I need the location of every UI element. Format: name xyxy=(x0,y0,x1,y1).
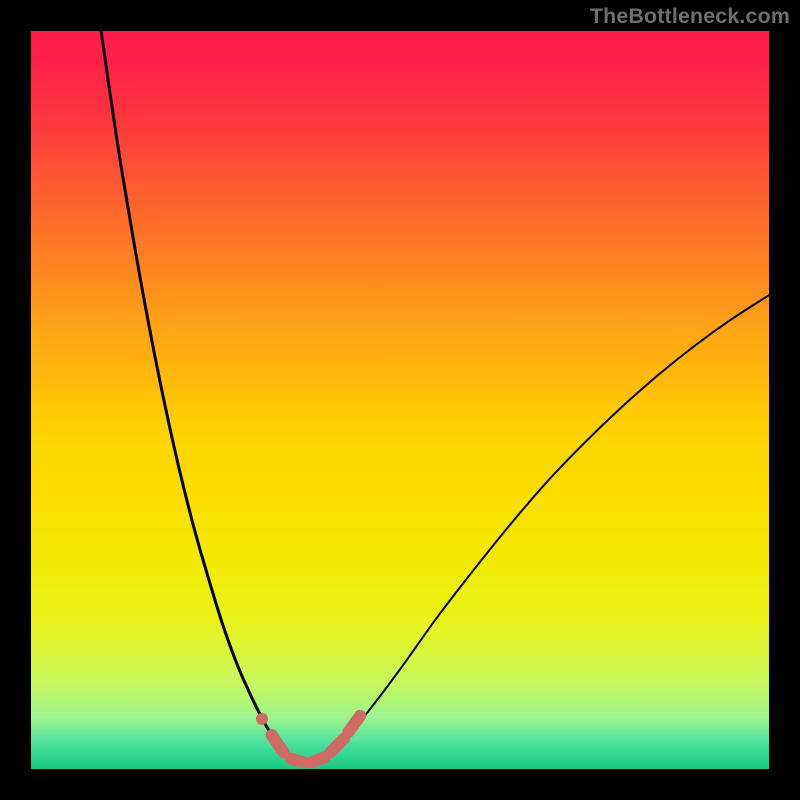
sweet-spot-segment xyxy=(311,757,324,762)
watermark-text: TheBottleneck.com xyxy=(590,4,790,29)
bottleneck-chart xyxy=(0,0,800,800)
gradient-background xyxy=(31,31,769,769)
sweet-spot-dot xyxy=(256,713,268,725)
sweet-spot-segment xyxy=(291,759,304,763)
chart-container: { "watermark": { "text": "TheBottleneck.… xyxy=(0,0,800,800)
